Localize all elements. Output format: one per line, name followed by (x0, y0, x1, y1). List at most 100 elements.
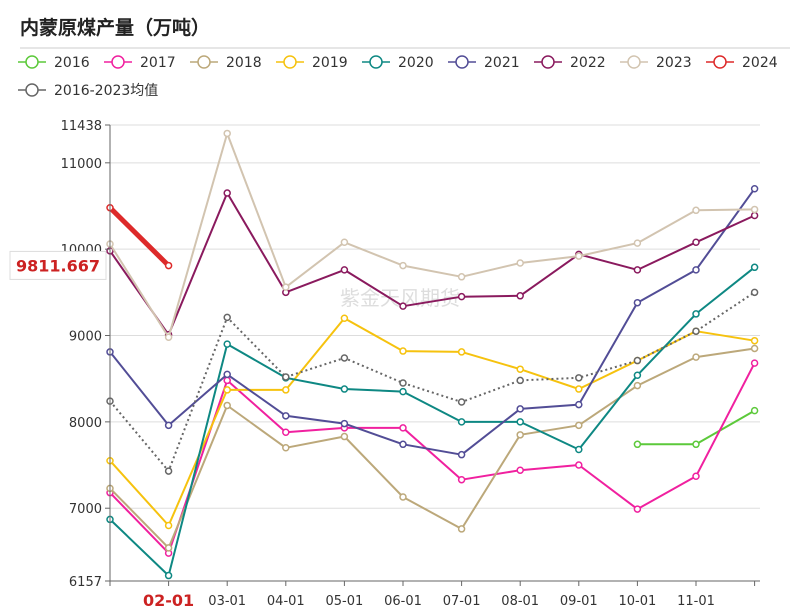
data-point[interactable] (633, 356, 642, 365)
data-point[interactable] (575, 400, 583, 409)
data-point[interactable] (575, 421, 583, 430)
data-point[interactable] (750, 344, 759, 353)
data-point[interactable] (750, 288, 759, 297)
data-point[interactable] (282, 386, 290, 394)
data-point[interactable] (282, 373, 290, 381)
data-point[interactable] (457, 348, 466, 356)
data-point[interactable] (750, 359, 759, 367)
legend-label: 2020 (398, 55, 434, 71)
legend-item[interactable]: 2021 (448, 55, 520, 71)
data-point[interactable] (282, 428, 290, 436)
data-point[interactable] (340, 314, 349, 322)
data-point[interactable] (223, 340, 231, 348)
data-point[interactable] (633, 298, 642, 307)
data-point[interactable] (516, 376, 524, 385)
data-point[interactable] (692, 472, 700, 481)
data-point[interactable] (633, 239, 642, 247)
data-point[interactable] (223, 129, 231, 138)
data-point[interactable] (457, 450, 466, 459)
data-point[interactable] (399, 347, 407, 355)
data-point[interactable] (692, 440, 700, 449)
data-point[interactable] (457, 292, 466, 301)
legend-item[interactable]: 2019 (276, 55, 348, 71)
data-point[interactable] (692, 206, 700, 215)
data-point[interactable] (750, 336, 759, 345)
data-point[interactable] (575, 461, 583, 469)
data-point[interactable] (223, 376, 231, 385)
data-point[interactable] (457, 475, 466, 484)
data-point[interactable] (223, 386, 231, 394)
data-point[interactable] (399, 424, 407, 432)
data-point[interactable] (340, 354, 349, 362)
legend-marker (369, 55, 383, 69)
legend-item[interactable]: 2022 (534, 55, 606, 71)
data-point[interactable] (223, 401, 231, 410)
data-point[interactable] (340, 266, 349, 274)
data-point[interactable] (633, 381, 642, 390)
data-point[interactable] (223, 189, 231, 197)
legend-item[interactable]: 2023 (620, 55, 692, 71)
series-line (109, 317, 755, 527)
data-point[interactable] (516, 418, 524, 426)
data-point[interactable] (164, 521, 173, 530)
data-point[interactable] (164, 544, 173, 552)
legend-item[interactable]: 2018 (190, 55, 262, 71)
data-point[interactable] (399, 379, 407, 387)
legend-item[interactable]: 2016 (18, 55, 90, 71)
legend-item[interactable]: 2016-2023均值 (18, 83, 158, 99)
data-point[interactable] (750, 205, 759, 214)
data-point[interactable] (399, 493, 407, 501)
data-point[interactable] (633, 266, 642, 274)
data-point[interactable] (223, 370, 231, 379)
data-point[interactable] (164, 421, 173, 430)
data-point[interactable] (164, 333, 173, 341)
data-point[interactable] (633, 371, 642, 379)
data-point[interactable] (575, 374, 583, 382)
data-point[interactable] (750, 211, 759, 220)
data-point[interactable] (282, 412, 290, 420)
data-point[interactable] (692, 238, 700, 247)
data-point[interactable] (750, 263, 759, 272)
data-point[interactable] (516, 259, 524, 267)
data-point[interactable] (575, 252, 583, 260)
data-point[interactable] (399, 261, 407, 270)
data-point[interactable] (399, 302, 407, 310)
data-point[interactable] (692, 327, 700, 335)
data-point[interactable] (457, 525, 466, 533)
data-point[interactable] (340, 238, 349, 247)
data-point[interactable] (633, 505, 642, 513)
data-point[interactable] (340, 385, 349, 393)
legend-item[interactable]: 2024 (706, 55, 778, 71)
data-point[interactable] (164, 261, 173, 270)
data-point[interactable] (457, 273, 466, 281)
data-point[interactable] (516, 405, 524, 413)
data-point[interactable] (750, 406, 759, 415)
data-point[interactable] (164, 571, 173, 580)
data-point[interactable] (692, 353, 700, 361)
data-point[interactable] (692, 266, 700, 274)
data-point[interactable] (692, 310, 700, 318)
legend-item[interactable]: 2020 (362, 55, 434, 71)
legend-item[interactable]: 2017 (104, 55, 176, 71)
data-point[interactable] (223, 313, 231, 322)
data-point[interactable] (750, 184, 759, 193)
data-point[interactable] (340, 419, 349, 428)
series-line (637, 409, 756, 446)
data-point[interactable] (575, 385, 583, 393)
data-point[interactable] (516, 365, 524, 373)
x-tick-label: 04-01 (267, 594, 305, 609)
data-point[interactable] (516, 466, 524, 474)
data-point[interactable] (457, 418, 466, 426)
data-point[interactable] (399, 440, 407, 449)
data-point[interactable] (516, 431, 524, 439)
data-point[interactable] (282, 283, 290, 291)
data-point[interactable] (457, 398, 466, 406)
data-point[interactable] (575, 445, 583, 454)
data-point[interactable] (516, 292, 524, 300)
data-point[interactable] (340, 432, 349, 441)
data-point[interactable] (633, 440, 642, 449)
data-point[interactable] (282, 444, 290, 452)
data-point[interactable] (399, 387, 407, 396)
data-point[interactable] (164, 467, 173, 475)
